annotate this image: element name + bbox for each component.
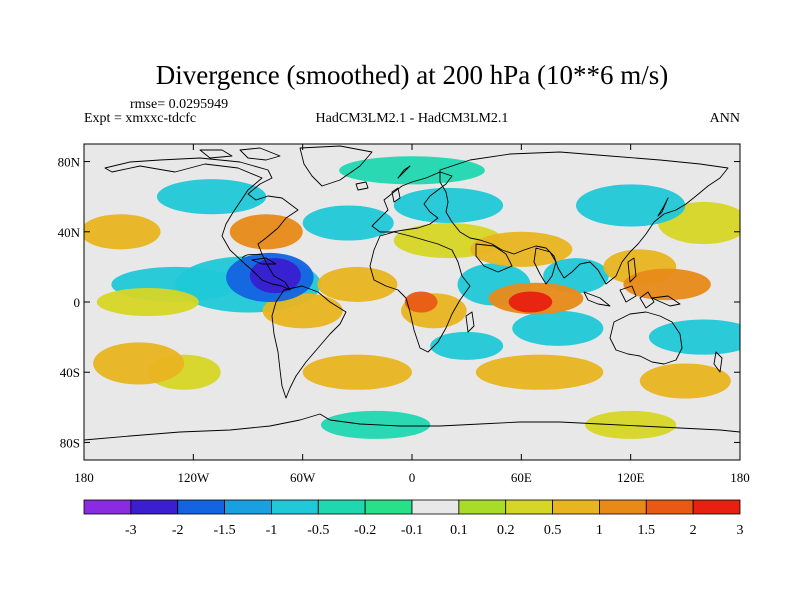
colorbar-label: -1 — [266, 523, 278, 538]
divergence-region — [475, 354, 604, 390]
x-tick-label: 0 — [409, 470, 416, 485]
colorbar-label: 0.2 — [497, 523, 515, 538]
colorbar-label: 1.5 — [638, 523, 656, 538]
colorbar-swatch — [411, 499, 460, 515]
x-tick-label: 120W — [177, 470, 210, 485]
divergence-region — [430, 331, 504, 360]
rmse-label: rmse= 0.0295949 — [130, 97, 228, 112]
colorbar-label: -3 — [125, 523, 137, 538]
divergence-region — [339, 156, 485, 185]
colorbar-swatch — [317, 499, 366, 515]
divergence-region — [639, 363, 731, 399]
divergence-region — [585, 410, 677, 439]
divergence-region — [508, 291, 553, 313]
divergence-region — [393, 187, 504, 223]
figure-title: Divergence (smoothed) at 200 hPa (10**6 … — [156, 60, 668, 90]
experiment-label: Expt = xmxxc-tdcfc — [84, 111, 196, 126]
x-tick-label: 180 — [730, 470, 750, 485]
divergence-region — [262, 293, 343, 329]
colorbar-swatch — [364, 499, 413, 515]
season-label: ANN — [710, 111, 740, 126]
colorbar-label: -1.5 — [213, 523, 235, 538]
divergence-region — [648, 319, 740, 355]
colorbar-swatch — [83, 499, 132, 515]
model-label: HadCM3LM2.1 - HadCM3LM2.1 — [316, 111, 509, 126]
map-panel — [83, 143, 741, 461]
divergence-region — [302, 205, 394, 241]
colorbar-label: -0.5 — [307, 523, 329, 538]
divergence-region — [249, 258, 301, 294]
divergence-region — [470, 231, 573, 267]
y-tick-label: 40N — [58, 225, 81, 240]
colorbar-label: 3 — [737, 523, 744, 538]
y-tick-label: 0 — [74, 295, 81, 310]
colorbar-label: 1 — [596, 523, 603, 538]
divergence-region — [156, 179, 267, 215]
divergence-region — [576, 184, 686, 227]
x-tick-label: 120E — [617, 470, 645, 485]
divergence-region — [302, 354, 413, 390]
colorbar-label: 0.5 — [544, 523, 562, 538]
x-tick-label: 60E — [511, 470, 532, 485]
y-tick-label: 40S — [60, 365, 80, 380]
y-axis: 80N 40N 0 40S 80S — [58, 155, 740, 450]
y-tick-label: 80N — [58, 155, 81, 170]
colorbar-swatch — [505, 499, 553, 515]
colorbar-swatch — [271, 499, 319, 515]
divergence-region — [623, 268, 711, 301]
colorbar-swatch — [645, 499, 694, 515]
divergence-region — [512, 310, 604, 346]
colorbar-label: -0.2 — [354, 523, 376, 538]
colorbar-swatch — [130, 499, 179, 515]
colorbar-label: 0.1 — [450, 523, 468, 538]
colorbar-swatch — [692, 499, 741, 515]
divergence-field — [84, 156, 740, 439]
x-tick-label: 180 — [74, 470, 94, 485]
colorbar-swatch — [599, 499, 647, 515]
coastlines — [84, 145, 740, 441]
colorbar-swatch — [224, 499, 272, 515]
divergence-region — [317, 266, 398, 303]
y-tick-label: 80S — [60, 435, 80, 450]
colorbar-swatch — [552, 499, 600, 515]
colorbar-label: 2 — [690, 523, 697, 538]
divergence-region — [84, 214, 161, 250]
divergence-region — [96, 287, 199, 317]
divergence-region — [543, 258, 609, 294]
x-axis: 180 120W 60W 0 60E 120E 180 — [74, 144, 750, 485]
colorbar-label: -2 — [172, 523, 184, 538]
divergence-region — [229, 214, 303, 250]
colorbar-swatch — [177, 499, 225, 515]
divergence-region — [404, 291, 438, 313]
divergence-region — [93, 342, 185, 385]
colorbar-swatch — [458, 499, 507, 515]
colorbar-label: -0.1 — [401, 523, 423, 538]
x-tick-label: 60W — [290, 470, 316, 485]
colorbar: -3 -2 -1.5 -1 -0.5 -0.2 -0.1 0.1 0.2 0.5 1 1.5 2 3 — [83, 499, 744, 538]
